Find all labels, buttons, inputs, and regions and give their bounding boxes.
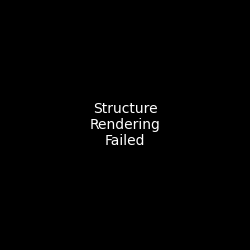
Text: Structure
Rendering
Failed: Structure Rendering Failed [90, 102, 160, 148]
